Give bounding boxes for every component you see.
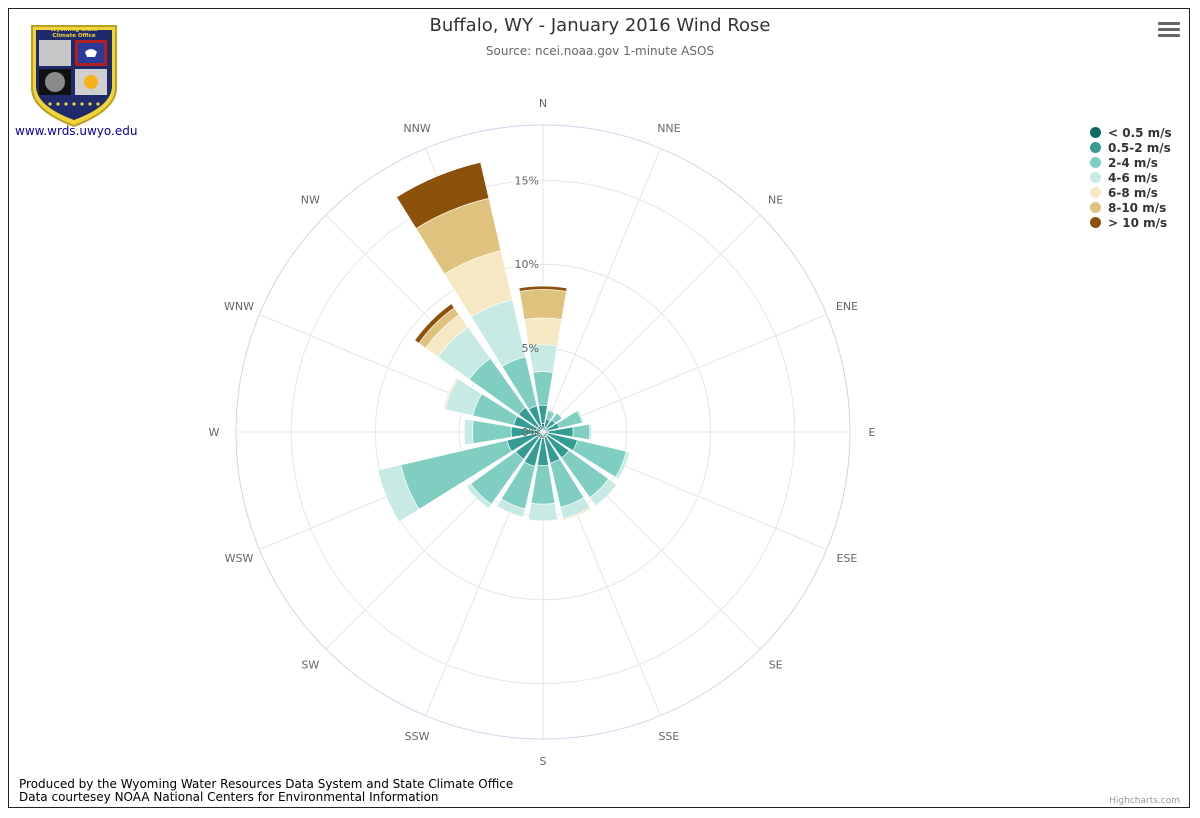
spoke-NNE <box>542 148 661 433</box>
legend-item-6[interactable]: > 10 m/s <box>1090 215 1172 230</box>
bar-SE-series-3[interactable] <box>589 478 618 507</box>
bar-N-series-6[interactable] <box>518 285 568 292</box>
legend-item-0[interactable]: < 0.5 m/s <box>1090 125 1172 140</box>
legend-marker-4 <box>1090 187 1101 198</box>
bar-S-series-3[interactable] <box>528 502 558 522</box>
legend-label-5: 8-10 m/s <box>1108 200 1167 215</box>
footer-line-1: Produced by the Wyoming Water Resources … <box>19 777 514 791</box>
legend-marker-5 <box>1090 202 1101 213</box>
legend-item-3[interactable]: 4-6 m/s <box>1090 170 1172 185</box>
climate-office-shield-logo: Wyoming State Climate Office <box>31 25 117 128</box>
radial-tick-label-15: 15% <box>515 174 539 187</box>
logo-link[interactable]: www.wrds.uwyo.edu <box>15 124 138 138</box>
legend-label-0: < 0.5 m/s <box>1108 125 1172 140</box>
direction-label-WSW: WSW <box>225 552 254 565</box>
bar-E-series-2[interactable] <box>572 423 591 441</box>
legend-item-2[interactable]: 2-4 m/s <box>1090 155 1172 170</box>
direction-label-W: W <box>209 426 220 439</box>
bar-NW-series-6[interactable] <box>414 303 455 344</box>
bar-N-series-2[interactable] <box>532 371 554 406</box>
bar-NNW-series-6[interactable] <box>396 161 490 229</box>
legend-label-3: 4-6 m/s <box>1108 170 1158 185</box>
legend-label-6: > 10 m/s <box>1108 215 1168 230</box>
bar-WSW-series-3[interactable] <box>377 464 420 523</box>
bar-ESE-series-3[interactable] <box>615 450 630 480</box>
footer: Produced by the Wyoming Water Resources … <box>19 778 513 804</box>
bar-WNW-series-4[interactable] <box>442 377 459 410</box>
direction-label-NNW: NNW <box>403 122 430 135</box>
legend-item-4[interactable]: 6-8 m/s <box>1090 185 1172 200</box>
direction-label-WNW: WNW <box>224 300 254 313</box>
legend-label-1: 0.5-2 m/s <box>1108 140 1171 155</box>
direction-label-ENE: ENE <box>836 300 858 313</box>
footer-line-2: Data courtesey NOAA National Centers for… <box>19 790 439 804</box>
legend-label-4: 6-8 m/s <box>1108 185 1158 200</box>
direction-label-SE: SE <box>769 659 783 672</box>
bar-SW-series-3[interactable] <box>466 483 492 509</box>
direction-label-NE: NE <box>768 193 783 206</box>
legend-item-5[interactable]: 8-10 m/s <box>1090 200 1172 215</box>
chart-subtitle: Source: ncei.noaa.gov 1-minute ASOS <box>485 44 715 58</box>
highcharts-credits[interactable]: Highcharts.com <box>1109 796 1180 806</box>
direction-label-SSE: SSE <box>658 730 679 743</box>
direction-label-E: E <box>869 426 876 439</box>
logo-banner-line2: Climate Office <box>52 33 96 39</box>
radial-tick-label-5: 5% <box>522 342 539 355</box>
bar-E-series-3[interactable] <box>588 423 592 441</box>
direction-label-ESE: ESE <box>837 552 858 565</box>
direction-label-NW: NW <box>301 193 320 206</box>
logo-banner-line1: Wyoming State <box>50 27 98 33</box>
bar-SSW-series-3[interactable] <box>496 498 526 518</box>
chart-frame <box>8 8 1190 808</box>
legend-item-1[interactable]: 0.5-2 m/s <box>1090 140 1172 155</box>
bar-SSE-series-4[interactable] <box>562 507 592 521</box>
chart-title: Buffalo, WY - January 2016 Wind Rose <box>429 15 771 36</box>
bar-W-series-2[interactable] <box>472 420 512 444</box>
direction-label-NNE: NNE <box>657 122 680 135</box>
hamburger-menu-icon[interactable] <box>1158 22 1180 40</box>
legend-marker-2 <box>1090 157 1101 168</box>
bar-S-series-2[interactable] <box>530 464 556 505</box>
legend-marker-3 <box>1090 172 1101 183</box>
spoke-ENE <box>542 314 827 433</box>
bar-NE-series-2[interactable] <box>551 412 563 424</box>
bar-NNE-series-3[interactable] <box>547 408 556 414</box>
radial-tick-label-10: 10% <box>515 258 539 271</box>
legend-label-2: 2-4 m/s <box>1108 155 1158 170</box>
legend-marker-1 <box>1090 142 1101 153</box>
bar-W-series-3[interactable] <box>463 418 474 446</box>
legend-marker-0 <box>1090 127 1101 138</box>
direction-label-SSW: SSW <box>405 730 430 743</box>
bar-ENE-series-3[interactable] <box>576 409 585 424</box>
direction-label-N: N <box>539 97 547 110</box>
spoke-NE <box>542 214 761 433</box>
radial-tick-label-0: 0% <box>522 426 539 439</box>
bar-N-series-5[interactable] <box>519 289 567 320</box>
direction-label-S: S <box>540 755 547 768</box>
legend-marker-6 <box>1090 217 1101 228</box>
direction-label-SW: SW <box>301 659 319 672</box>
legend: < 0.5 m/s 0.5-2 m/s 2-4 m/s 4-6 m/s 6-8 m/s 8… <box>1090 125 1172 230</box>
